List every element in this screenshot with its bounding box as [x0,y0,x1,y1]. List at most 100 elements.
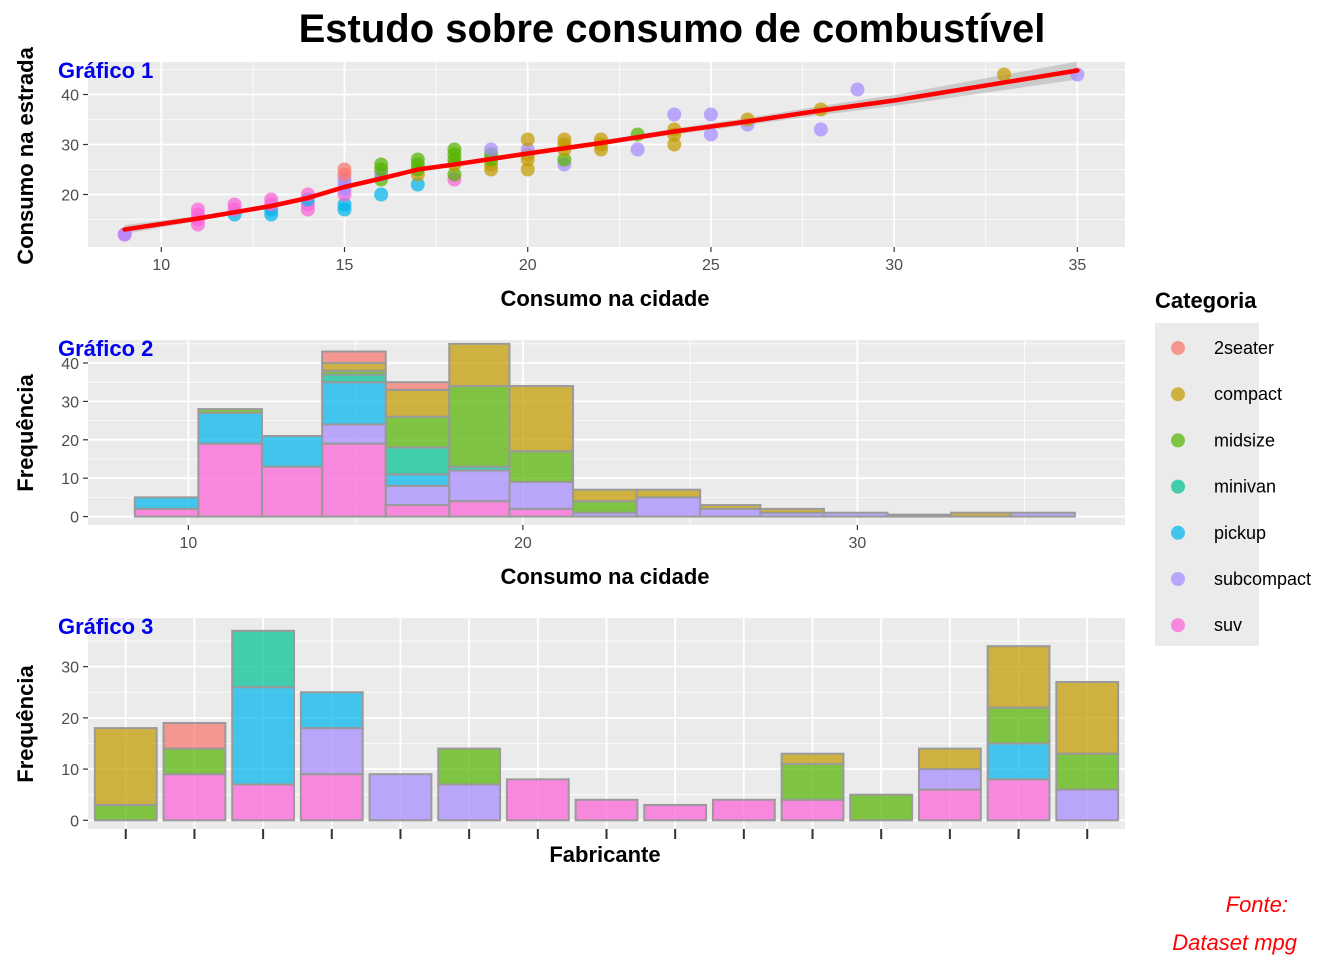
panel-1-ticks: 10 15 20 25 30 35 20 30 40 [61,88,1086,275]
panel-1-y-tick-label: 30 [61,138,79,155]
bar-segment-midsize [849,793,914,822]
legend-key-pickup [1171,525,1185,540]
scatter-point-compact [520,162,535,177]
scatter-point-midsize [447,167,462,182]
panel-1-x-tick-label: 30 [885,257,903,274]
histogram-segment-subcompact [384,484,451,507]
histogram-segment-compact [699,504,762,510]
legend-key-suv [1171,618,1185,633]
legend-label-suv: suv [1214,615,1242,635]
bar-segment-compact [93,727,158,806]
histogram-segment-subcompact [886,513,953,518]
scatter-point-compact [520,132,535,147]
scatter-point-midsize [410,152,425,167]
histogram-segment-minivan [384,446,451,476]
bar-segment-pickup [231,686,296,786]
panel-1-smooth-band [124,61,1078,234]
scatter-point-subcompact [703,127,718,142]
panel-3-ticks: 0 10 20 30 [61,660,1089,839]
bar-segment-compact [986,645,1051,709]
histogram-segment-suv [508,507,575,518]
panel-1-x-tick-label: 35 [1068,257,1086,274]
bar-segment-2seater [162,721,227,750]
bar-segment-compact [917,747,982,771]
bar-segment-subcompact [917,768,982,791]
scatter-point-subcompact [703,107,718,122]
panel-2-ylabel: Frequência [13,374,38,492]
panel-1: 10 15 20 25 30 35 20 30 40 Gráfico 1 Consumo na … [13,46,1125,311]
scatter-point-midsize [557,152,572,167]
panel-1-y-tick-label: 20 [61,188,79,205]
bar-segment-compact [1055,681,1120,755]
panel-2-label: Gráfico 2 [58,336,153,361]
scatter-point-pickup [374,187,389,202]
bar-segment-suv [505,778,570,822]
scatter-point-subcompact [667,107,682,122]
scatter-point-compact [667,137,682,152]
histogram-segment-pickup [133,496,200,510]
histogram-segment-pickup [321,381,387,426]
histogram-segment-subcompact [699,507,762,518]
bar-segment-suv [574,798,639,822]
scatter-point-suv [190,202,205,217]
bar-segment-suv [299,773,364,822]
histogram-segment-suv [448,500,511,518]
histogram-segment-compact [321,362,387,372]
panel-2-x-tick-label: 20 [514,535,532,552]
panel-2-y-tick-label: 0 [70,510,79,527]
bar-segment-pickup [299,691,364,730]
histogram-segment-2seater [384,381,451,391]
legend-title: Categoria [1155,288,1257,313]
histogram-segment-subcompact [321,423,387,445]
histogram-segment-subcompact [635,496,702,518]
legend: Categoria 2seater compact midsize minivan pi… [1155,288,1311,646]
panel-2-y-tick-label: 20 [61,433,79,450]
histogram-segment-pickup [197,411,263,445]
panel-3-y-tick-label: 30 [61,660,79,677]
panel-3-y-tick-label: 10 [61,762,79,779]
bar-segment-suv [711,798,776,822]
histogram-segment-compact [950,511,1013,518]
panel-3-xlabel: Fabricante [549,842,660,867]
scatter-point-compact [997,67,1012,82]
bar-segment-midsize [162,747,227,776]
panel-1-x-tick-label: 20 [519,257,537,274]
histogram-segment-compact [384,388,451,418]
caption-source-line-1: Fonte: [1226,892,1288,917]
histogram-segment-suv [260,465,324,518]
histogram-segment-midsize [448,385,511,468]
panel-1-x-tick-label: 25 [702,257,720,274]
scatter-point-compact [557,132,572,147]
panel-2-x-tick-label: 10 [179,535,197,552]
panel-3-bars [93,629,1120,822]
panel-2-y-tick-label: 40 [61,356,79,373]
histogram-segment-subcompact [508,481,575,510]
panel-1-label: Gráfico 1 [58,58,153,83]
bar-segment-suv [643,803,708,822]
scatter-point-midsize [447,142,462,157]
panel-1-y-tick-label: 40 [61,88,79,105]
scatter-point-subcompact [850,82,865,97]
legend-label-2seater: 2seater [1214,338,1274,358]
bar-segment-compact [780,752,845,765]
bar-segment-suv [162,773,227,822]
panel-3-label: Gráfico 3 [58,614,153,639]
bar-segment-suv [917,788,982,822]
histogram-segment-suv [133,507,200,518]
caption-source-line-2: Dataset mpg [1172,930,1297,955]
panel-1-smooth-line [122,68,1080,232]
histogram-segment-subcompact [822,511,889,518]
bar-segment-midsize [1055,752,1120,791]
scatter-point-midsize [374,157,389,172]
histogram-segment-2seater [321,350,387,365]
histogram-segment-minivan [321,373,387,384]
bar-segment-suv [986,778,1051,822]
legend-key-minivan [1171,479,1185,494]
panel-3-ylabel: Frequência [13,665,38,783]
panel-1-x-tick-label: 10 [152,257,170,274]
bar-segment-minivan [231,629,296,689]
bar-segment-pickup [986,742,1051,781]
histogram-segment-subcompact [1010,511,1076,518]
panel-3: 0 10 20 30 Gráfico 3 Fabricante Frequência [13,614,1125,867]
